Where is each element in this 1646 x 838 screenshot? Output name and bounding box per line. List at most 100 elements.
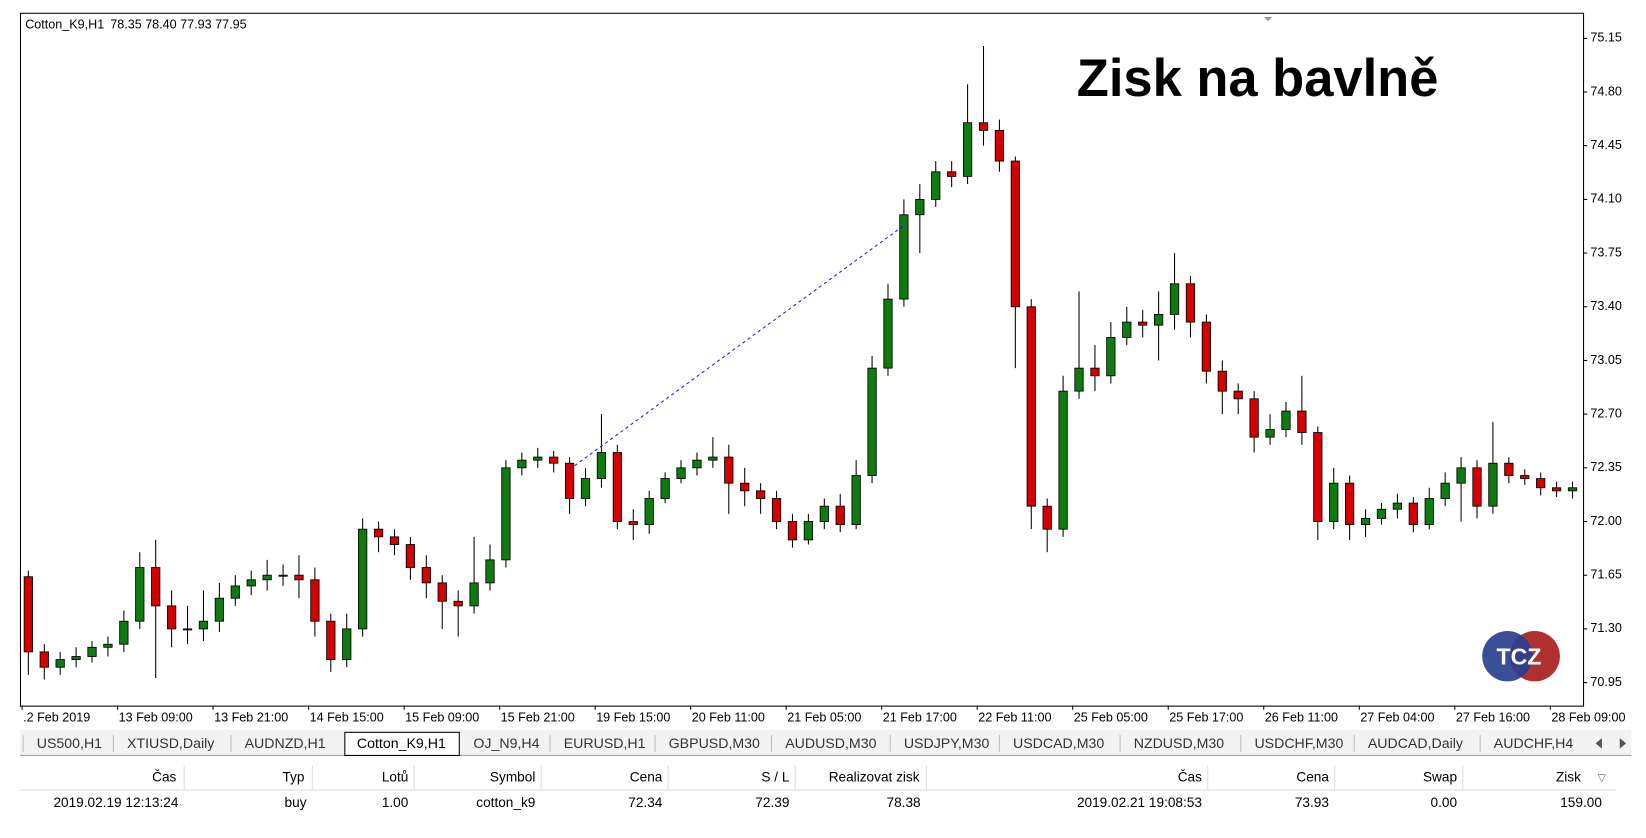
tab-scroll-right[interactable] [1619, 738, 1627, 749]
y-tick-label: 72.35 [1590, 460, 1621, 474]
candle-body [1520, 475, 1530, 479]
table-cell: 73.93 [1295, 795, 1329, 810]
tab[interactable]: US500,H1 [37, 736, 102, 752]
candle-body [1106, 337, 1116, 377]
x-tick-label: 20 Feb 11:00 [692, 711, 765, 725]
candle-body [1169, 283, 1180, 315]
table-cell: cotton_k9 [476, 795, 535, 810]
candle-body [1392, 502, 1403, 510]
tab[interactable]: Cotton_K9,H1 [357, 736, 446, 752]
candle-body [644, 498, 654, 526]
tabs: US500,H1 XTIUSD,Daily AUDNZD,H1 Cotton_K9,H… [22, 731, 1574, 756]
tab[interactable]: GBPUSD,M30 [669, 736, 760, 752]
column-header[interactable]: Swap [1423, 770, 1457, 785]
candle-body [660, 478, 670, 499]
table-cell: 2019.02.19 12:13:24 [53, 795, 178, 810]
candle-body [214, 597, 224, 622]
candle-body [421, 567, 431, 584]
sort-icon[interactable]: ▽ [1598, 773, 1607, 784]
column-header[interactable]: Cena [1296, 770, 1329, 785]
column-header[interactable]: S / L [761, 770, 789, 785]
candle-body [373, 528, 384, 538]
candle-body [135, 567, 145, 622]
tab[interactable]: AUDCAD,Daily [1368, 736, 1464, 752]
candle-body [947, 171, 957, 177]
x-tick-label: 27 Feb 04:00 [1360, 711, 1434, 725]
candle-body [119, 620, 129, 645]
trade-table: Čas Typ Lotů Symbol Cena S / L Realizovat zisk… [53, 765, 1602, 810]
table-cell: 2019.02.21 19:08:53 [1077, 795, 1202, 810]
column-header[interactable]: Typ [282, 770, 304, 785]
column-header[interactable]: Cena [630, 770, 663, 785]
candle-body [1329, 482, 1339, 522]
candle-body [1249, 398, 1259, 438]
candle-body [1074, 367, 1084, 392]
tab[interactable]: USDJPY,M30 [904, 736, 990, 752]
y-tick-label: 72.70 [1590, 406, 1621, 420]
candle-body [469, 582, 479, 607]
candle-body [1488, 462, 1498, 507]
tab[interactable]: USDCAD,M30 [1013, 736, 1104, 752]
tab[interactable]: NZDUSD,M30 [1134, 736, 1225, 752]
x-tick-label: 14 Feb 15:00 [310, 711, 384, 725]
column-header[interactable]: Čas [152, 770, 176, 785]
tab[interactable]: XTIUSD,Daily [127, 736, 215, 752]
tab-scroll-left[interactable] [1595, 738, 1602, 749]
chart-frame [19, 12, 1585, 707]
tab[interactable]: AUDNZD,H1 [245, 736, 326, 752]
candle-body [564, 462, 575, 499]
tab[interactable]: AUDUSD,M30 [785, 736, 876, 752]
candle-body [692, 459, 702, 469]
tab[interactable]: OJ_N9,H4 [473, 736, 539, 752]
candle-body [1138, 321, 1148, 326]
y-tick-label: 75.15 [1590, 31, 1621, 45]
column-header[interactable]: Lotů [382, 770, 409, 785]
x-tick-label: 21 Feb 05:00 [787, 711, 861, 725]
table-cell: 159.00 [1560, 795, 1602, 810]
candle-body [1360, 518, 1371, 526]
candle-body [596, 452, 607, 479]
tab[interactable]: EURUSD,H1 [564, 736, 646, 752]
column-header[interactable]: Symbol [490, 770, 535, 785]
candle-body [1265, 429, 1275, 438]
column-header[interactable]: Čas [1178, 770, 1202, 785]
table-cell: 78.38 [887, 795, 921, 810]
y-tick-label: 73.75 [1590, 245, 1621, 259]
column-header[interactable]: Zisk [1556, 770, 1581, 785]
x-tick-label: 28 Feb 09:00 [1551, 711, 1625, 725]
tab[interactable]: AUDCHF,H4 [1494, 736, 1574, 752]
y-tick-label: 70.95 [1590, 675, 1621, 689]
candle-body [676, 467, 686, 479]
scroll-marker [1263, 16, 1273, 22]
candle-body [740, 482, 750, 492]
candle-body [1408, 502, 1418, 526]
candle-body [294, 574, 304, 581]
candle-body [819, 505, 829, 522]
tab[interactable]: USDCHF,M30 [1254, 736, 1343, 752]
candle-body [151, 567, 161, 607]
table-cell: 1.00 [382, 795, 409, 810]
candle-body [756, 490, 766, 499]
candle-body [978, 122, 989, 131]
y-tick-label: 74.10 [1590, 192, 1621, 206]
candle-body [1551, 487, 1562, 492]
x-tick-label: 15 Feb 09:00 [405, 711, 479, 725]
candle-body [71, 656, 81, 660]
x-tick-label: 25 Feb 17:00 [1169, 711, 1243, 725]
candle-body [883, 298, 893, 369]
logo-circle [1482, 631, 1533, 682]
chart-symbol: Cotton_K9,H1 [25, 18, 104, 32]
candle-body [342, 628, 352, 660]
y-tick-label: 72.00 [1590, 514, 1621, 528]
candle-body [182, 628, 193, 631]
candle-body [39, 651, 49, 668]
candle-body [962, 122, 973, 177]
candle-body [1281, 410, 1291, 430]
candle-body [1010, 160, 1020, 308]
candle-body [931, 171, 941, 200]
column-header[interactable]: Realizovat zisk [829, 770, 920, 785]
candle-body [1042, 505, 1052, 530]
candle-body [453, 600, 463, 607]
